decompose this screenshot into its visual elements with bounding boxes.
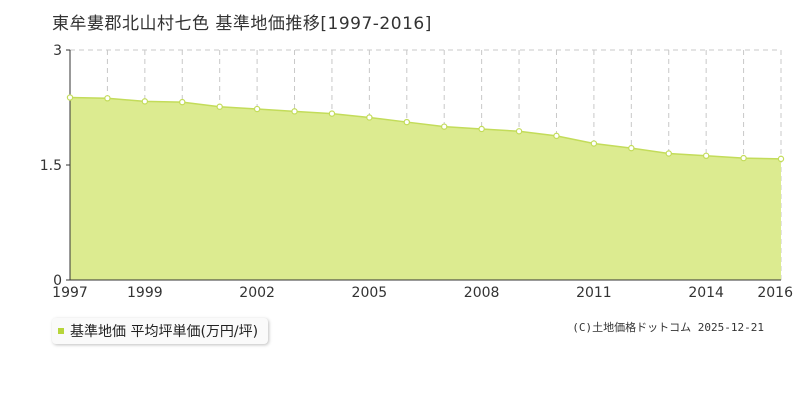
data-point [702,152,710,159]
area-fill [70,97,781,281]
legend-swatch [58,328,64,334]
data-point [104,95,111,102]
data-point [66,94,74,101]
x-tick-label: 2016 [757,285,793,300]
data-point [253,105,261,113]
x-tick-label: 2011 [576,285,612,300]
chart-title: 東牟婁郡北山村七色 基準地価推移[1997-2016] [52,14,432,34]
data-point [777,155,785,163]
data-point [553,132,560,140]
credit-text: (C)土地価格ドットコム 2025-12-21 [572,321,764,334]
data-point [665,150,672,157]
x-tick-label: 1997 [52,285,88,300]
data-point [441,123,448,130]
tick-labels: 0 1.5 3 1997 1999 2002 2005 2008 2011 2014 2016 [40,43,793,300]
points-layer [66,94,785,163]
legend-label: 基準地価 平均坪単価(万円/坪) [70,324,259,340]
chart-plot: 0 1.5 3 1997 1999 2002 2005 2008 2011 2014 2016 [40,43,793,300]
axis-layer [66,49,781,281]
x-tick-label: 2014 [688,285,724,300]
data-point [478,125,485,133]
series-line [69,96,782,160]
data-point [590,140,598,147]
data-point [515,128,523,135]
data-point [216,103,223,110]
x-tick-label: 1999 [127,285,163,300]
data-point [740,154,747,162]
y-tick-label: 3 [53,43,62,59]
data-point [291,108,298,115]
x-tick-label: 2008 [464,285,500,300]
data-point [328,110,336,117]
x-tick-label: 2005 [352,285,388,300]
y-tick-label: 0 [53,273,62,289]
data-point [141,98,149,105]
data-point [179,98,186,106]
legend: 基準地価 平均坪単価(万円/坪) [52,318,269,344]
data-point [366,114,373,121]
x-tick-label: 2002 [239,285,275,300]
data-point [403,118,410,126]
data-point [628,144,635,152]
y-tick-label: 1.5 [40,158,62,174]
